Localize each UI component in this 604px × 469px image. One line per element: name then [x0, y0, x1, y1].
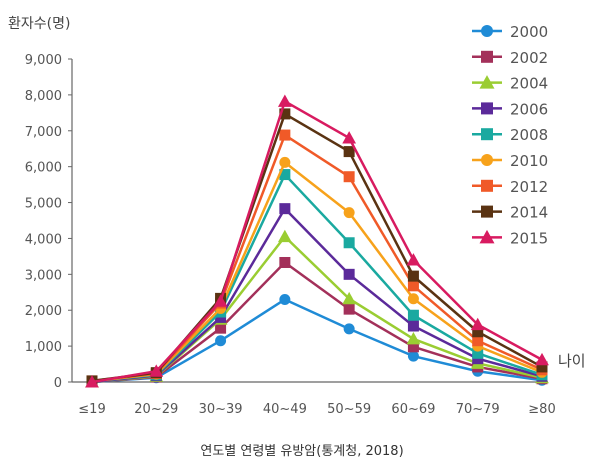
legend-item: 2006: [472, 100, 548, 118]
data-point: [343, 146, 355, 158]
data-point: [343, 237, 355, 249]
legend-label: 2004: [510, 75, 548, 93]
series-2015: [85, 94, 549, 388]
legend-item: 2000: [472, 23, 548, 41]
legend-label: 2008: [510, 126, 548, 144]
data-point: [407, 270, 419, 282]
legend-item: 2008: [472, 126, 548, 144]
y-tick-label: 2,000: [25, 304, 62, 319]
series-2006: [86, 203, 548, 388]
data-point: [277, 94, 292, 107]
data-point: [407, 309, 419, 321]
data-point: [215, 322, 227, 334]
legend-label: 2000: [510, 23, 548, 41]
series-2008: [86, 169, 548, 387]
data-point: [279, 129, 291, 141]
legend-item: 2012: [472, 178, 548, 196]
data-point: [215, 335, 227, 347]
x-tick-label: 50~59: [327, 402, 371, 417]
legend-label: 2015: [510, 229, 548, 247]
data-point: [343, 171, 355, 183]
data-point: [279, 256, 291, 268]
legend-marker: [479, 229, 495, 244]
x-tick-labels: ≤19 20~29 30~39 40~49 50~59 60~69 70~79 ≥80: [78, 402, 555, 417]
data-point: [535, 352, 549, 366]
legend-item: 2002: [472, 49, 548, 67]
legend-marker: [479, 75, 495, 89]
data-point: [149, 364, 164, 377]
series-group: [85, 94, 549, 388]
legend-item: 2004: [472, 75, 548, 93]
data-point: [85, 375, 99, 388]
data-point: [279, 108, 291, 120]
chart-caption: 연도별 연령별 유방암(통계청, 2018): [200, 444, 403, 459]
y-tick-label: 5,000: [25, 197, 62, 212]
y-tick-label: 8,000: [25, 89, 62, 104]
legend-label: 2002: [510, 49, 548, 67]
x-tick-label: 20~29: [134, 402, 178, 417]
data-point: [279, 156, 291, 168]
legend-item: 2010: [472, 152, 548, 170]
y-axis-title: 환자수(명): [8, 16, 70, 32]
legend-marker: [481, 179, 493, 192]
legend-marker: [481, 128, 493, 141]
legend-marker: [481, 154, 493, 166]
data-point: [279, 169, 291, 181]
legend-item: 2014: [472, 204, 548, 222]
data-point: [343, 207, 355, 219]
data-point: [213, 294, 228, 307]
data-point: [472, 347, 484, 359]
y-tick-label: 7,000: [25, 125, 62, 140]
y-tick-label: 0: [54, 376, 62, 391]
data-point: [277, 229, 292, 243]
legend-marker: [481, 25, 493, 37]
data-point: [472, 326, 484, 338]
y-tick-labels: 0 1,000 2,000 3,000 4,000 5,000 6,000 7,000 8,00…: [25, 53, 72, 391]
x-tick-label: 60~69: [391, 402, 435, 417]
data-point: [406, 332, 421, 345]
legend-label: 2006: [510, 100, 548, 118]
data-point: [470, 317, 485, 331]
data-point: [342, 291, 357, 305]
legend-marker: [481, 102, 493, 115]
legend-marker: [481, 205, 493, 218]
data-point: [407, 320, 419, 332]
y-tick-label: 4,000: [25, 232, 62, 247]
data-point: [279, 203, 291, 215]
legend-label: 2012: [510, 178, 548, 196]
x-tick-label: 30~39: [199, 402, 243, 417]
y-tick-label: 6,000: [25, 161, 62, 176]
series-line: [91, 298, 543, 384]
data-point: [342, 131, 357, 144]
data-point: [407, 341, 419, 353]
legend-label: 2010: [510, 152, 548, 170]
series-line: [91, 261, 543, 384]
data-point: [279, 293, 291, 305]
data-point: [407, 350, 419, 362]
data-point: [536, 361, 548, 373]
x-tick-label: 70~79: [456, 402, 500, 417]
data-point: [343, 323, 355, 335]
data-point: [343, 303, 355, 315]
data-point: [343, 268, 355, 280]
y-tick-label: 1,000: [25, 340, 62, 355]
x-axis-title: 나이: [558, 352, 586, 370]
x-tick-label: ≤19: [78, 402, 105, 417]
y-tick-label: 9,000: [25, 53, 62, 68]
legend-label: 2014: [510, 204, 548, 222]
data-point: [406, 253, 421, 266]
y-tick-label: 3,000: [25, 268, 62, 283]
series-line: [91, 100, 543, 384]
data-point: [407, 280, 419, 292]
x-tick-label: 40~49: [263, 402, 307, 417]
legend-item: 2015: [472, 229, 548, 247]
legend: 2000 2002 2004 2006 2008 2010 2012 2014 2015: [472, 23, 548, 247]
x-tick-label: ≥80: [528, 402, 555, 417]
legend-marker: [481, 50, 493, 63]
data-point: [407, 293, 419, 305]
data-point: [472, 335, 484, 347]
